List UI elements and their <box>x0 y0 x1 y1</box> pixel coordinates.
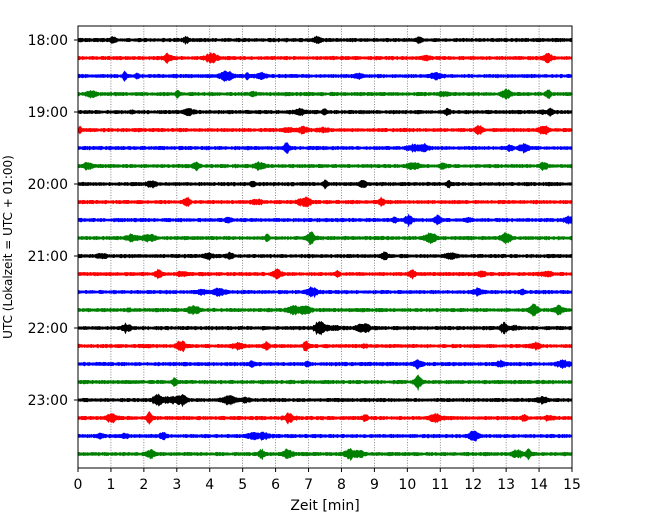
x-tick-label: 7 <box>304 477 313 493</box>
seismic-trace-2015 <box>77 196 573 208</box>
seismic-trace-2200 <box>77 320 573 336</box>
x-tick-label: 5 <box>238 477 247 493</box>
seismic-trace-2245 <box>77 374 573 392</box>
seismic-trace-2130 <box>77 286 573 299</box>
seismic-trace-2300 <box>77 393 573 408</box>
seismic-trace-1945 <box>77 161 573 172</box>
seismic-trace-2145 <box>77 303 573 317</box>
seismic-trace-1930 <box>77 142 573 155</box>
seismic-trace-2345 <box>77 447 573 462</box>
x-tick-label: 6 <box>271 477 280 493</box>
seismic-trace-2045 <box>77 231 573 246</box>
seismic-trace-2000 <box>77 179 573 190</box>
y-axis: 18:00 19:00 20:00 21:00 22:00 23:00 <box>28 33 78 409</box>
seismic-trace-1815 <box>77 52 573 64</box>
x-tick-label: 2 <box>139 477 148 493</box>
seismic-trace-2215 <box>77 340 573 353</box>
x-tick-label: 8 <box>337 477 346 493</box>
x-tick-label: 11 <box>431 477 449 493</box>
y-tick-label: 20:00 <box>28 177 68 193</box>
seismic-trace-2030 <box>77 213 573 228</box>
seismic-trace-1845 <box>77 88 573 100</box>
x-tick-label: 12 <box>464 477 482 493</box>
seismic-trace-2100 <box>77 251 573 261</box>
x-tick-label: 1 <box>106 477 115 493</box>
seismic-trace-2115 <box>77 268 573 280</box>
x-tick-label: 3 <box>172 477 181 493</box>
seismic-trace-2315 <box>77 410 573 425</box>
y-tick-label: 19:00 <box>28 105 68 121</box>
seismic-trace-1900 <box>77 107 573 117</box>
x-tick-label: 10 <box>398 477 416 493</box>
x-tick-label: 15 <box>563 477 581 493</box>
seismic-trace-1830 <box>77 70 573 82</box>
seismic-trace-1915 <box>77 124 573 136</box>
seismic-trace-2330 <box>77 430 573 442</box>
x-axis: 0 1 2 3 4 5 6 7 8 9 10 11 12 13 14 15 <box>74 468 581 493</box>
seismic-trace-1800 <box>77 35 573 46</box>
seismic-trace-2230 <box>77 359 573 370</box>
x-tick-label: 9 <box>370 477 379 493</box>
y-axis-label: UTC (Lokalzeit = UTC + 01:00) <box>1 155 15 339</box>
x-tick-label: 0 <box>74 477 83 493</box>
x-tick-label: 4 <box>205 477 214 493</box>
plot-area <box>77 26 573 468</box>
x-axis-label: Zeit [min] <box>290 498 359 514</box>
y-tick-label: 18:00 <box>28 33 68 49</box>
x-tick-label: 13 <box>497 477 515 493</box>
plot-frame <box>77 25 573 469</box>
y-tick-label: 22:00 <box>28 321 68 337</box>
y-tick-label: 21:00 <box>28 249 68 265</box>
y-tick-label: 23:00 <box>28 393 68 409</box>
x-tick-label: 14 <box>530 477 548 493</box>
